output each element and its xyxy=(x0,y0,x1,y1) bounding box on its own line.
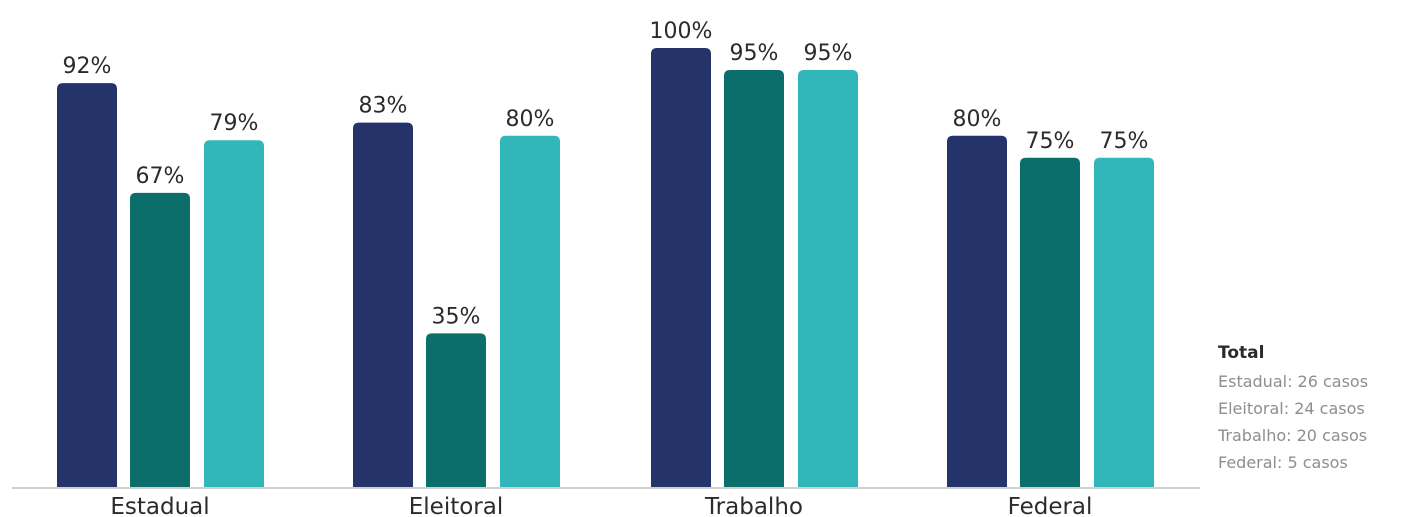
category-label-federal: Federal xyxy=(1008,494,1093,517)
data-label-estadual-series-1: 92% xyxy=(63,54,112,79)
category-label-estadual: Estadual xyxy=(110,494,209,517)
bar-federal-series-3 xyxy=(1094,157,1154,487)
bar-eleitoral-series-2 xyxy=(426,333,486,487)
data-label-trabalho-series-3: 95% xyxy=(804,41,853,66)
bar-trabalho-series-2 xyxy=(724,69,784,487)
data-label-federal-series-1: 80% xyxy=(953,107,1002,132)
bar-federal-series-2 xyxy=(1020,157,1080,487)
totals-item-federal: Federal: 5 casos xyxy=(1218,453,1348,472)
category-label-trabalho: Trabalho xyxy=(704,494,803,517)
totals-item-eleitoral: Eleitoral: 24 casos xyxy=(1218,399,1365,418)
data-label-trabalho-series-2: 95% xyxy=(730,41,779,66)
bar-estadual-series-3 xyxy=(204,140,264,487)
data-label-trabalho-series-1: 100% xyxy=(650,19,713,44)
bars-layer xyxy=(57,48,1154,488)
labels-layer: 92% 67% 79% Estadual 83% 35% 80% Eleitoral 100% 9… xyxy=(63,19,1149,517)
bar-trabalho-series-1 xyxy=(651,48,711,487)
data-label-estadual-series-2: 67% xyxy=(136,164,185,189)
data-label-eleitoral-series-2: 35% xyxy=(432,304,481,329)
totals-title: Total xyxy=(1218,343,1265,363)
data-label-federal-series-2: 75% xyxy=(1026,129,1075,154)
bar-estadual-series-2 xyxy=(130,192,190,487)
bar-eleitoral-series-3 xyxy=(500,135,560,488)
totals-item-trabalho: Trabalho: 20 casos xyxy=(1218,426,1368,445)
data-label-eleitoral-series-3: 80% xyxy=(506,107,555,132)
data-label-estadual-series-3: 79% xyxy=(210,111,259,136)
data-label-eleitoral-series-1: 83% xyxy=(359,94,408,119)
category-label-eleitoral: Eleitoral xyxy=(409,494,504,517)
totals-panel: Total Estadual: 26 casos Eleitoral: 24 c… xyxy=(1218,340,1418,476)
bar-eleitoral-series-1 xyxy=(353,122,413,487)
data-label-federal-series-3: 75% xyxy=(1100,129,1149,154)
bar-estadual-series-1 xyxy=(57,83,117,488)
totals-item-estadual: Estadual: 26 casos xyxy=(1218,372,1369,391)
bar-trabalho-series-3 xyxy=(798,69,858,487)
bar-federal-series-1 xyxy=(947,135,1007,488)
